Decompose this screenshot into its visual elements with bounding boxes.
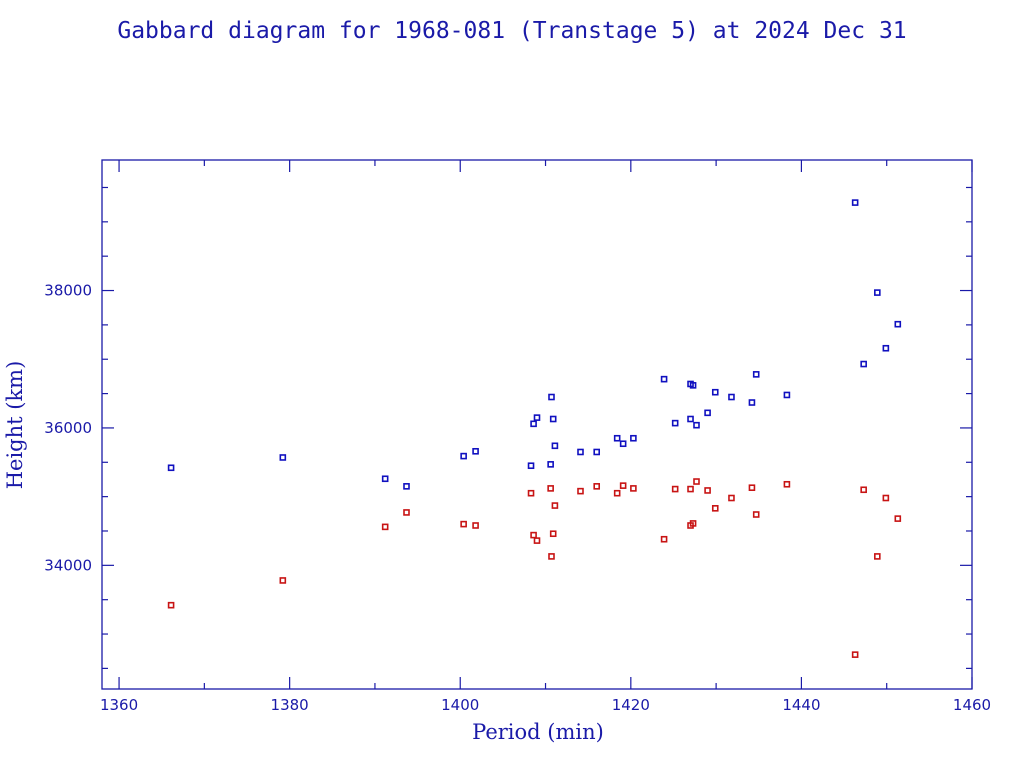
perigee-point — [748, 484, 756, 492]
apogee-point — [593, 448, 601, 456]
perigee-point — [551, 502, 559, 509]
apogee-point — [894, 320, 902, 328]
apogee-point — [689, 382, 697, 389]
apogee-point — [549, 415, 557, 423]
perigee-point — [533, 537, 541, 544]
perigee-point — [547, 485, 554, 492]
perigee-point — [630, 485, 637, 492]
apogee-point — [577, 448, 584, 456]
apogee-point — [472, 447, 479, 455]
perigee-point — [689, 520, 697, 527]
apogee-point — [527, 462, 535, 470]
perigee-point — [711, 505, 719, 512]
x-tick-label: 1380 — [271, 696, 309, 714]
apogee-point — [533, 414, 541, 421]
perigee-point — [548, 553, 555, 560]
apogee-point — [460, 452, 467, 460]
perigee-point — [671, 485, 679, 493]
perigee-point — [874, 553, 881, 560]
perigee-point — [660, 535, 668, 543]
apogee-point — [752, 371, 760, 378]
perigee-point — [728, 494, 735, 502]
apogee-point — [711, 388, 719, 396]
apogee-point — [279, 454, 287, 461]
perigee-point — [403, 509, 410, 516]
apogee-point — [619, 440, 627, 448]
perigee-point — [549, 530, 557, 538]
x-tick-label: 1420 — [612, 696, 650, 714]
apogee-point — [874, 289, 881, 296]
perigee-point — [894, 515, 902, 522]
ticks-layer: 1360 1380 1400 1420 1440 1460 34000 36000 38000 — [44, 160, 991, 714]
x-tick-label: 1360 — [100, 696, 138, 714]
apogee-point — [671, 419, 679, 427]
perigee-point — [613, 489, 621, 497]
apogee-point — [728, 393, 735, 401]
y-tick-label: 38000 — [44, 282, 92, 300]
perigee-point — [279, 577, 287, 584]
apogee-point — [530, 420, 537, 428]
perigee-point — [704, 487, 711, 494]
perigee-point — [783, 480, 791, 488]
perigee-point — [527, 489, 535, 497]
chart-title: Gabbard diagram for 1968-081 (Transtage … — [117, 18, 906, 44]
apogee-point — [167, 464, 175, 472]
perigee-point — [167, 601, 175, 609]
x-tick-label: 1460 — [953, 696, 991, 714]
apogee-point — [687, 415, 694, 423]
x-axis-label: Period (min) — [472, 720, 604, 744]
y-tick-label: 34000 — [44, 556, 92, 574]
apogee-point — [403, 483, 410, 490]
perigee-point — [752, 511, 760, 518]
perigee-point — [687, 485, 694, 493]
perigee-point — [619, 482, 627, 489]
perigee-point — [460, 520, 467, 528]
perigee-point — [472, 522, 479, 529]
perigee-point — [851, 651, 859, 658]
apogee-point — [783, 391, 791, 399]
points-layer — [167, 199, 902, 658]
apogee-point — [704, 409, 711, 417]
y-tick-label: 36000 — [44, 419, 92, 437]
y-axis-label: Height (km) — [3, 361, 27, 490]
perigee-point — [381, 523, 389, 531]
perigee-point — [882, 494, 890, 502]
apogee-point — [860, 360, 867, 368]
perigee-point — [577, 487, 584, 495]
apogee-point — [748, 399, 756, 406]
perigee-point — [693, 478, 700, 485]
apogee-point — [851, 199, 859, 206]
apogee-point — [547, 461, 554, 468]
apogee-point — [551, 442, 559, 450]
x-tick-label: 1440 — [782, 696, 820, 714]
x-tick-label: 1400 — [441, 696, 479, 714]
apogee-point — [660, 375, 668, 383]
plot-frame — [101, 159, 973, 690]
apogee-point — [882, 344, 890, 352]
perigee-point — [530, 531, 537, 539]
apogee-point — [548, 393, 555, 401]
perigee-point — [860, 486, 867, 494]
apogee-point — [381, 475, 389, 483]
apogee-point — [613, 434, 621, 442]
apogee-point — [693, 421, 700, 429]
apogee-point — [630, 434, 637, 442]
perigee-point — [593, 483, 601, 490]
